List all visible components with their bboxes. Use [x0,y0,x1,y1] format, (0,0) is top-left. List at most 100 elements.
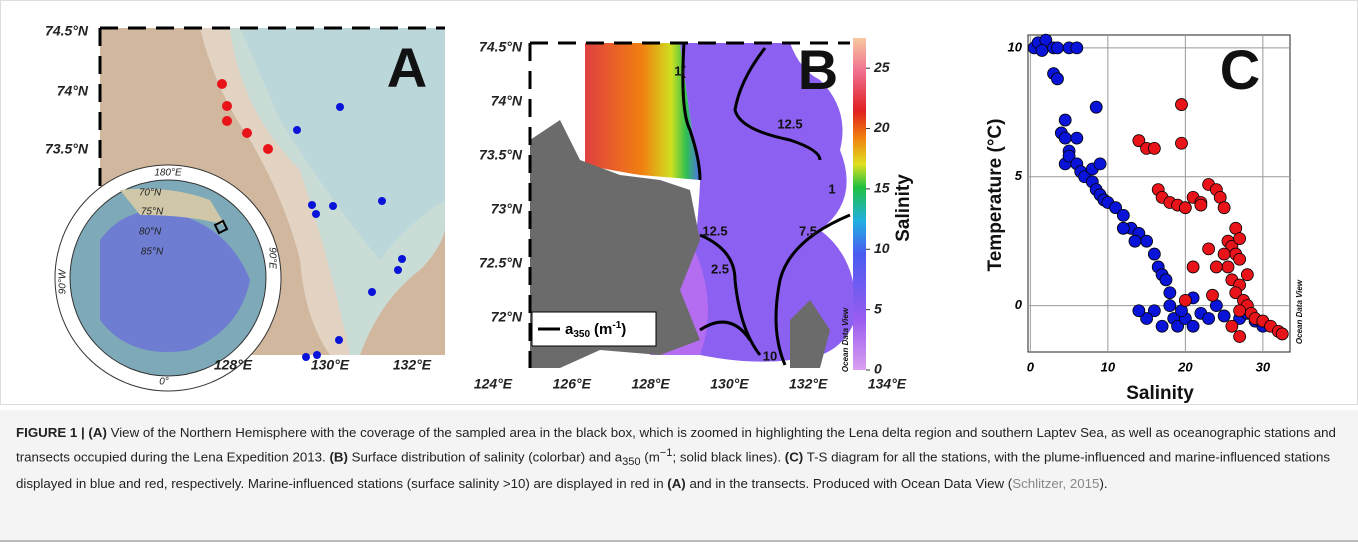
point [1202,312,1216,325]
caption-text: (A) [667,476,686,492]
point [1159,273,1173,287]
colorbar-tick-label: 15 [874,180,890,196]
colorbar-title: Salinity [893,174,914,242]
lon-label: 132°E [393,357,432,373]
point [1225,319,1239,333]
panel-letter: B [798,38,838,101]
lat-label: 74.5°N [45,23,89,39]
panel-letter: C [1220,38,1260,101]
caption-text: View of the Northern Hemisphere with the… [16,425,1336,465]
point [1175,136,1188,150]
credit: Ocean Data View [841,307,850,372]
contour-label: 12.5 [777,116,802,131]
caption-text: ). [1099,476,1108,492]
point [1058,113,1072,127]
point [1175,98,1188,111]
legend-text: a [565,321,574,338]
point [1171,319,1185,333]
caption-text: Surface distribution of salinity (colorb… [347,449,623,465]
colorbar-tick-label: 20 [873,119,890,135]
point [1194,198,1208,212]
point [1035,44,1049,57]
point [1275,327,1289,341]
caption-text: −1 [659,447,673,459]
point [1116,221,1130,235]
lon-label: 132°E [789,376,828,392]
contour-label: 1( [674,63,686,78]
map-b [528,38,866,370]
point [1132,134,1146,148]
point [1233,232,1247,246]
caption-text: T-S diagram for all the stations, with t… [16,449,1330,492]
contour-label: 10 [763,348,777,363]
inset-label: 75°N [141,207,164,218]
figure: 74.5°N 74°N 73.5°N 128°E 130°E 132°E 180… [0,0,1358,405]
contour-label: 7.5 [799,223,817,238]
lat-label: 74.5°N [479,39,523,55]
x-tick-label: 30 [1256,359,1271,374]
point [1051,41,1064,55]
caption-text: (C) [784,449,804,465]
point [1240,268,1254,282]
colorbar-tick-label: 5 [874,300,882,316]
scatter-chart: 0 10 20 30 0 5 10 [1008,33,1291,374]
x-tick-label: 20 [1177,359,1193,374]
point [1206,288,1219,302]
inset-label: 85°N [141,247,164,258]
point [1233,304,1247,318]
legend-text: 350 [573,329,590,340]
inset-label: 70°N [139,188,162,199]
lon-label: 128°E [214,357,253,373]
point [1186,260,1200,274]
inset-label: 180°E [154,168,182,179]
legend-label: a350 (m-1) [565,320,626,340]
lat-label: 73.5°N [479,147,523,163]
caption-text: (m [640,449,660,465]
x-tick-label: 10 [1101,359,1116,374]
panel-letter: A [387,36,427,99]
lon-label: 130°E [710,376,749,392]
lon-label: 134°E [868,376,907,392]
contour-label: 2.5 [711,261,729,276]
point [1186,319,1200,333]
lat-label: 72°N [491,309,523,325]
point [1128,234,1142,248]
point [1202,242,1216,256]
map-a [54,26,445,392]
lat-label: 73°N [491,201,523,217]
point [1178,294,1192,307]
caption-citation[interactable]: Schlitzer, 2015 [1012,476,1100,492]
point [1155,319,1169,333]
lon-label: 130°E [311,357,350,373]
point [1070,131,1084,145]
point [1147,304,1161,318]
caption-text: ; solid black lines). [672,449,785,465]
point [1140,234,1153,248]
point [1109,201,1122,215]
point [1209,260,1223,274]
point [1217,309,1231,323]
caption-text: FIGURE 1 | (A) [16,425,107,440]
point [1163,299,1177,313]
inset-label: 90°E [266,247,277,269]
colorbar-tick-label: 0 [874,361,882,377]
lat-label: 74°N [491,93,523,109]
lat-label: 74°N [57,83,89,99]
y-axis-label: Temperature (°C) [985,119,1006,272]
point [1233,330,1247,343]
point [1089,100,1103,114]
caption-text: 350 [622,456,641,469]
caption-text: and in the transects. Produced with Ocea… [685,476,1013,492]
point [1058,131,1072,145]
point [1221,260,1235,274]
colorbar-tick-label: 25 [873,59,890,75]
lat-label: 72.5°N [479,255,523,271]
contour-label: 12.5 [702,223,727,238]
point [1217,247,1231,261]
caption-text: (B) [329,449,348,465]
contour-label: 1 [828,181,835,196]
inset-label: 80°N [139,227,162,238]
point [1229,286,1243,300]
point [1178,201,1192,215]
x-tick-label: 0 [1027,359,1035,374]
